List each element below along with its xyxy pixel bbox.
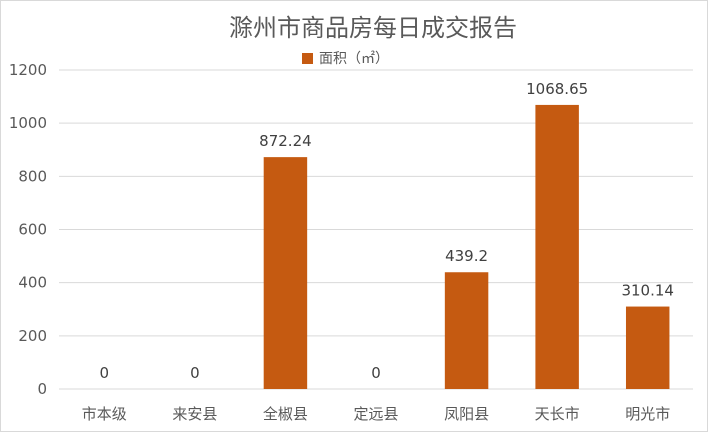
data-label: 1068.65 xyxy=(526,80,588,98)
legend: 面积（㎡） xyxy=(302,51,389,67)
bar xyxy=(625,306,670,389)
data-label: 0 xyxy=(100,364,110,382)
x-tick-label: 凤阳县 xyxy=(444,405,489,423)
x-tick-label: 来安县 xyxy=(172,405,217,423)
data-label: 872.24 xyxy=(259,132,312,150)
data-labels: 0 0 872.24 0 439.2 1068.65 310.14 xyxy=(100,80,674,382)
data-label: 0 xyxy=(190,364,200,382)
x-axis: 市本级 来安县 全椒县 定远县 凤阳县 天长市 明光市 xyxy=(82,405,670,423)
y-tick-label: 600 xyxy=(18,221,47,239)
y-tick-label: 0 xyxy=(37,380,47,398)
data-label: 310.14 xyxy=(621,282,674,300)
gridlines xyxy=(59,69,693,390)
legend-label: 面积（㎡） xyxy=(319,51,389,67)
x-tick-label: 全椒县 xyxy=(263,405,308,423)
bars xyxy=(263,104,670,389)
y-axis: 0 200 400 600 800 1000 1200 xyxy=(9,61,47,398)
x-tick-label: 明光市 xyxy=(625,405,670,423)
bar xyxy=(444,272,489,389)
data-label: 439.2 xyxy=(445,247,488,265)
bar xyxy=(263,157,308,389)
y-tick-label: 200 xyxy=(18,327,47,345)
x-tick-label: 市本级 xyxy=(82,405,127,423)
y-tick-label: 400 xyxy=(18,274,47,292)
legend-swatch xyxy=(302,53,313,64)
y-tick-label: 1000 xyxy=(9,114,47,132)
y-tick-label: 800 xyxy=(18,167,47,185)
y-tick-label: 1200 xyxy=(9,61,47,79)
x-tick-label: 定远县 xyxy=(353,405,398,423)
bar xyxy=(535,104,579,389)
data-label: 0 xyxy=(371,364,381,382)
chart-title: 滁州市商品房每日成交报告 xyxy=(229,14,517,42)
x-tick-label: 天长市 xyxy=(535,405,580,423)
